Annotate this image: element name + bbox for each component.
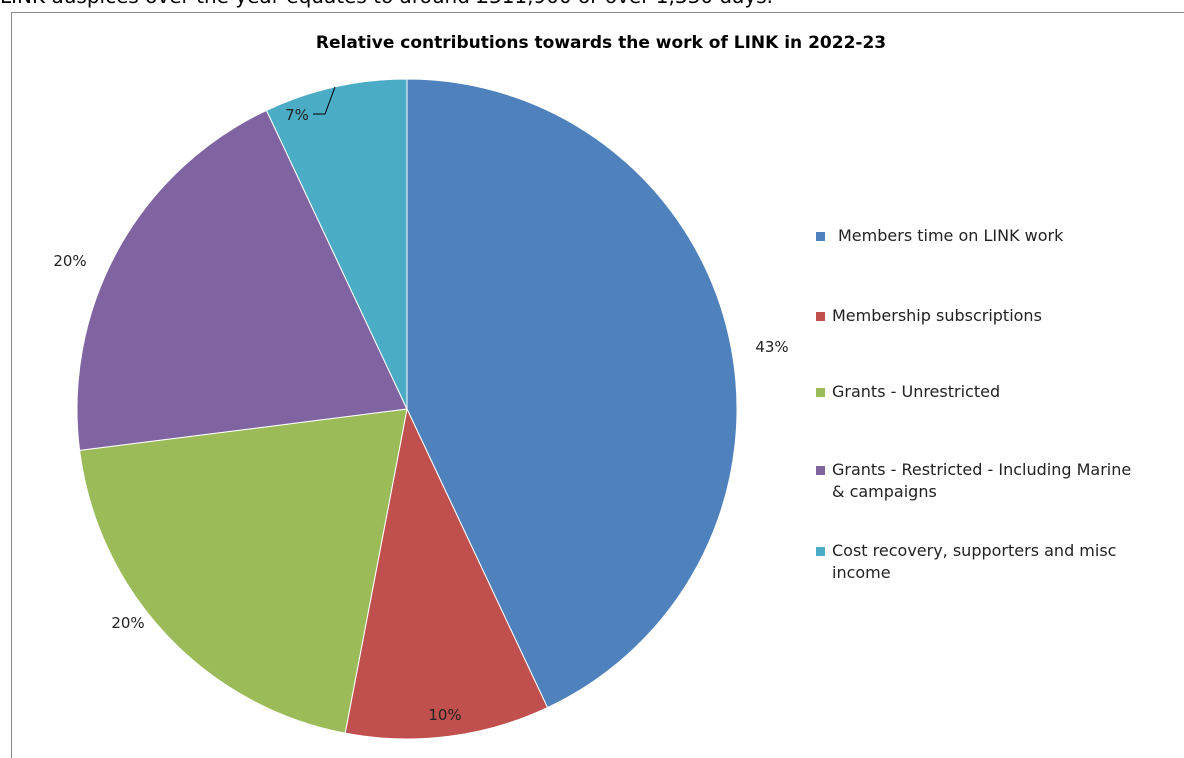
pie-slice-4	[76, 109, 408, 451]
legend-swatch-4	[816, 466, 825, 475]
legend-label-1: Members time on LINK work	[838, 226, 1064, 245]
chart-frame	[11, 12, 1184, 758]
chart-title: Relative contributions towards the work …	[316, 33, 886, 53]
pie-slices	[76, 78, 738, 740]
page-top-text: LINK auspices over the year equates to a…	[0, 0, 773, 8]
legend-swatch-2	[816, 312, 825, 321]
leader-line	[313, 86, 336, 115]
chart-legend: Members time on LINK work Membership subs…	[816, 226, 1131, 582]
data-label-3: 20%	[111, 614, 144, 632]
legend-swatch-5	[816, 547, 825, 556]
pie-slice-2	[344, 407, 549, 740]
legend-label-5: income	[832, 563, 891, 582]
legend-swatch-3	[816, 388, 825, 397]
pie-slice-3	[79, 408, 408, 734]
legend-swatch-1	[816, 232, 825, 241]
legend-label-4: & campaigns	[832, 482, 937, 501]
data-label-4: 20%	[53, 252, 86, 270]
legend-label-2: Membership subscriptions	[832, 306, 1042, 325]
data-label-1: 43%	[755, 338, 788, 356]
legend-label-3: Grants - Unrestricted	[832, 382, 1000, 401]
legend-label-4: Grants - Restricted - Including Marine	[832, 460, 1131, 479]
pie-slice-1	[406, 78, 738, 709]
data-label-5: 7%	[285, 106, 309, 124]
data-labels: 43% 10% 20% 20% 7%	[53, 86, 789, 724]
legend-label-5: Cost recovery, supporters and misc	[832, 541, 1116, 560]
data-label-2: 10%	[428, 706, 461, 724]
